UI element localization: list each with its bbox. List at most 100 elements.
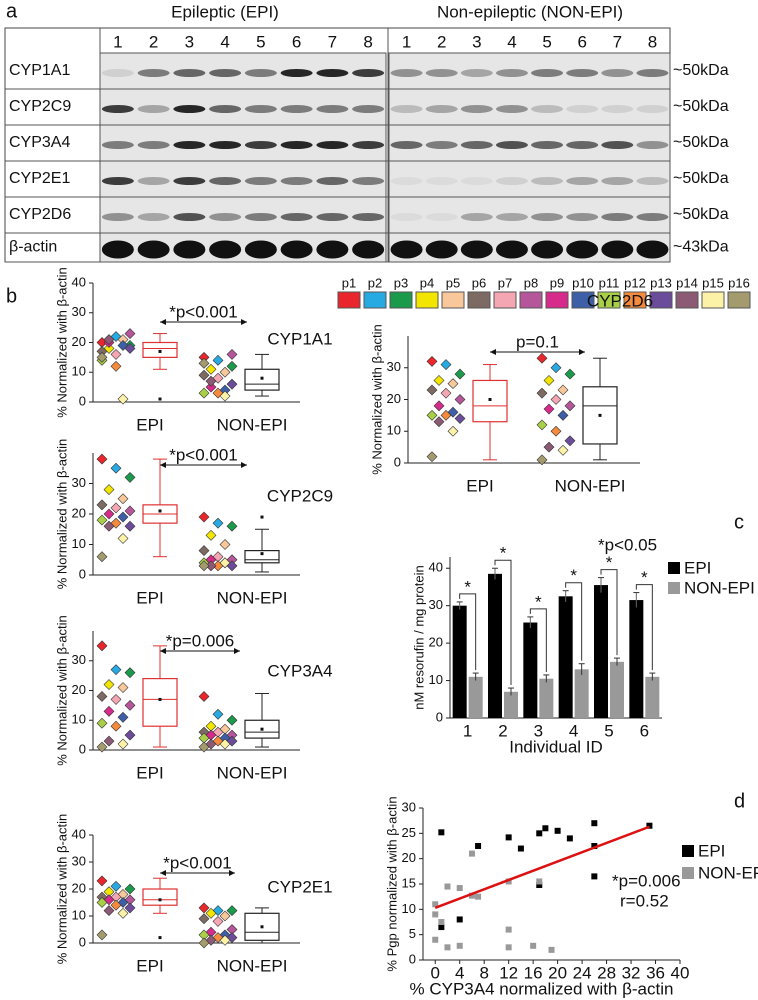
pair-bracket <box>635 584 653 671</box>
point <box>110 360 122 372</box>
y-tick-label: 30 <box>72 304 86 319</box>
size-label: ~50kDa <box>673 98 729 115</box>
legend-label: p10 <box>572 275 594 290</box>
point <box>117 682 129 693</box>
legend-label: p14 <box>676 275 698 290</box>
band <box>601 69 634 77</box>
point <box>124 343 136 354</box>
point <box>117 532 129 544</box>
legend-swatch <box>682 867 694 879</box>
band <box>173 105 206 113</box>
annotation: *p<0.001 <box>163 853 232 872</box>
band <box>101 141 134 149</box>
point <box>591 820 598 827</box>
point <box>438 919 445 925</box>
point <box>124 471 136 483</box>
pair-mark: * <box>570 566 577 585</box>
point <box>96 741 108 753</box>
point <box>530 942 537 949</box>
protein-label: CYP2E1 <box>9 170 70 187</box>
band <box>173 69 206 77</box>
point <box>226 348 238 360</box>
band <box>209 69 242 77</box>
band <box>636 105 669 113</box>
band <box>316 141 349 149</box>
band <box>425 105 458 113</box>
legend-swatch <box>493 291 517 309</box>
band <box>566 240 599 259</box>
mean <box>260 925 264 929</box>
lane-number: 4 <box>507 32 516 51</box>
point <box>124 667 136 679</box>
band <box>137 240 170 259</box>
point <box>198 937 210 949</box>
band <box>280 240 313 259</box>
legend-label: NON-EPI <box>698 863 758 882</box>
point <box>212 354 224 366</box>
band <box>173 141 206 149</box>
pair-mark: * <box>500 544 507 563</box>
bar <box>645 676 660 718</box>
point <box>198 369 210 381</box>
band <box>137 141 170 149</box>
legend-label: p7 <box>498 275 512 290</box>
mean <box>260 727 264 731</box>
point <box>440 409 452 421</box>
bar <box>558 596 573 718</box>
band <box>280 213 313 221</box>
y-tick-label: 10 <box>429 672 443 687</box>
y-axis-label: % Normalized with β-actin <box>54 615 69 766</box>
point <box>117 907 129 919</box>
band <box>390 240 423 259</box>
point <box>198 691 210 702</box>
band <box>352 141 385 149</box>
band <box>460 105 493 113</box>
x-tick-label: 0 <box>431 963 440 982</box>
band <box>531 177 564 185</box>
y-tick-label: 30 <box>387 359 401 374</box>
point <box>454 413 466 424</box>
pair-bracket <box>565 582 583 661</box>
point <box>454 368 466 380</box>
legend-swatch <box>415 291 439 309</box>
pair-bracket <box>529 608 547 672</box>
band <box>244 105 277 113</box>
y-tick-label: 0 <box>79 393 86 408</box>
point <box>96 551 108 563</box>
band <box>209 105 242 113</box>
lane-number: 8 <box>363 32 372 51</box>
point <box>219 390 231 402</box>
band <box>531 213 564 221</box>
pair-bracket <box>600 569 618 656</box>
fit-line <box>434 825 650 909</box>
mean <box>158 509 162 513</box>
outlier <box>260 515 264 519</box>
point <box>117 511 129 523</box>
x-tick-label: 3 <box>534 721 543 740</box>
y-tick-label: 30 <box>72 853 86 868</box>
band <box>601 105 634 113</box>
band <box>352 69 385 77</box>
size-label: ~50kDa <box>673 62 729 79</box>
y-tick-label: 25 <box>402 825 416 840</box>
x-tick-label: 4 <box>569 721 578 740</box>
y-tick-label: 0 <box>79 566 86 581</box>
band <box>531 69 564 77</box>
bar <box>629 600 644 718</box>
point <box>110 502 122 514</box>
point <box>96 514 108 526</box>
legend-label: p3 <box>394 275 408 290</box>
point <box>124 328 136 339</box>
point <box>96 691 108 702</box>
point <box>198 387 210 399</box>
pair-bracket <box>459 593 477 671</box>
y-tick-label: 20 <box>72 880 86 895</box>
point <box>438 924 445 931</box>
band <box>244 240 277 259</box>
y-tick-label: 10 <box>72 536 86 551</box>
point <box>440 387 452 399</box>
x-tick-label: NON-EPI <box>217 415 288 434</box>
panel-label: c <box>734 511 744 533</box>
x-tick-label: EPI <box>136 588 163 607</box>
